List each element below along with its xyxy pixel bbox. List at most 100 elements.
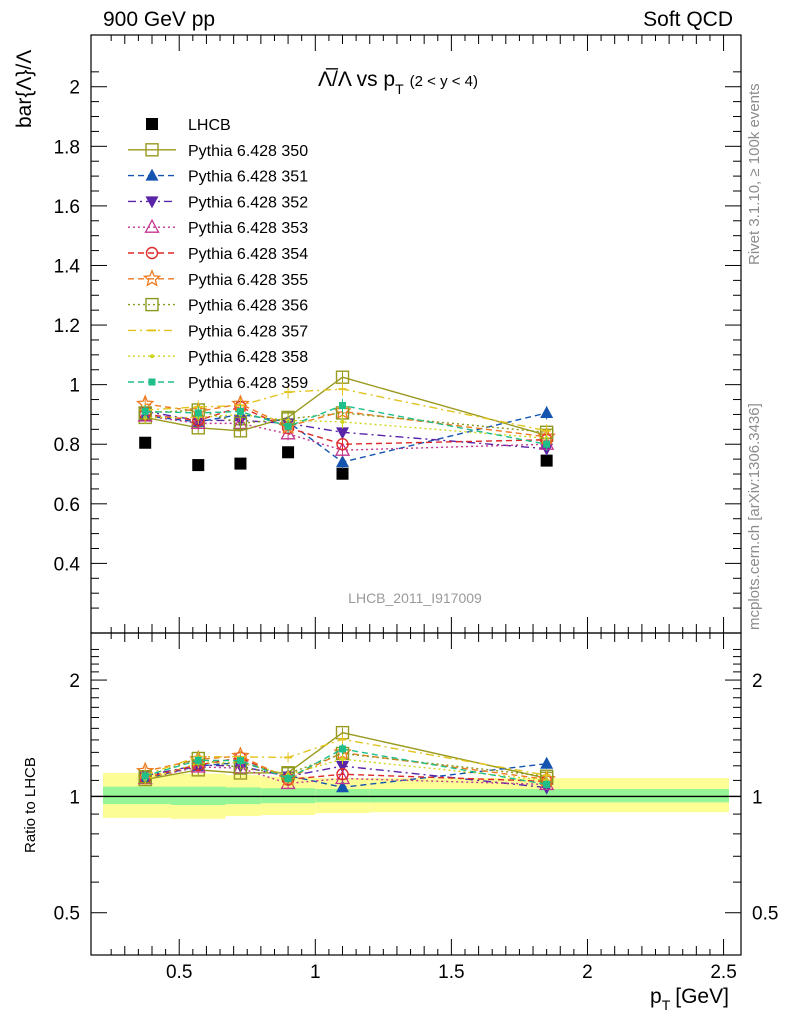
series-line [145,403,547,438]
legend-item: LHCB [146,117,231,134]
data-point [340,419,345,424]
legend-item: Pythia 6.428 359 [128,375,308,392]
ratio-point [280,775,296,790]
data-point [192,459,205,472]
data-point [234,457,247,470]
x-tick-label: 2 [582,962,593,983]
series-line [145,409,547,434]
y-tick-label: 2 [69,78,80,99]
y-tick-label: 0.6 [54,495,80,516]
legend-item: Pythia 6.428 354 [128,246,308,263]
series-lhcb [139,436,553,480]
y-tick-label: 1 [69,376,80,397]
series-line [145,766,547,786]
header-left: 900 GeV pp [103,8,216,31]
x-axis-label-main: p [650,985,662,1008]
ratio-point [540,756,554,769]
data-point [190,415,206,430]
x-axis-label-sub: T [662,997,671,1013]
ratio-band-inner [369,789,729,803]
series-line [145,415,547,451]
legend-label: Pythia 6.428 357 [188,323,308,340]
data-point [194,409,202,417]
data-point [540,454,553,467]
legend-marker [142,269,162,287]
data-point [139,436,152,449]
series-line [145,388,547,432]
y-tick-label: 1.4 [54,256,81,277]
chart-title-cut: (2 < y < 4) [410,73,478,90]
ratio-point [141,772,149,780]
legend-label: Pythia 6.428 354 [188,246,308,263]
legend-label: Pythia 6.428 359 [188,375,308,392]
legend-item: Pythia 6.428 350 [128,143,308,160]
series-line [145,757,547,783]
x-axis-label: pT [GeV] [650,985,729,1013]
ratio-y-tick-label-right: 2 [752,671,763,692]
data-point [141,407,149,415]
series-pythia-6-428-359 [141,398,551,451]
series-line [144,758,547,781]
ratio-series-pythia-6-428-357 [141,734,551,781]
x-tick-label: 0.5 [166,962,192,983]
legend-item: Pythia 6.428 358 [128,349,308,366]
x-axis-label-unit: [GeV] [675,985,729,1008]
chart-title-main: Λ̅/Λ vs p [318,68,395,91]
legend-marker [145,143,159,157]
ratio-point [340,757,345,762]
y-tick-label: 0.4 [54,554,81,575]
x-tick-label: 2.5 [710,962,736,983]
legend-marker [150,354,154,359]
legend-item: Pythia 6.428 352 [128,194,308,211]
ratio-point [236,757,244,765]
ratio-y-tick-label-right: 0.5 [752,904,778,925]
ratio-point [336,768,349,781]
legend-label: LHCB [188,117,231,134]
legend-label: Pythia 6.428 356 [188,298,308,315]
analysis-watermark: LHCB_2011_I917009 [348,590,482,606]
ratio-band-inner [315,789,370,803]
legend-label: Pythia 6.428 352 [188,194,308,211]
ratio-plot-frame [90,632,742,956]
data-point [282,446,295,459]
ratio-point [336,761,350,774]
axes: 0.5 1 1.5 2 2.5 0.4 0.6 0.8 1 1.2 1.4 1.6 1.8 2 0.5 0.5… [54,34,778,983]
y-tick-label: 1.2 [54,316,80,337]
ratio-point [336,780,350,793]
data-point [339,402,347,409]
legend-marker [148,378,156,386]
series-line [145,406,547,445]
ratio-plot [135,725,556,795]
ratio-y-tick-label: 2 [69,671,80,692]
y-tick-label: 0.8 [54,435,80,456]
chart-title-sub: T [395,81,404,97]
legend-marker [145,246,159,260]
data-point [336,467,349,480]
data-point [543,440,551,448]
ratio-point [194,756,202,764]
series-line [144,748,547,786]
legend-item: Pythia 6.428 353 [128,218,308,237]
series-line [144,738,547,776]
legend-marker [144,218,160,233]
series-line [145,764,547,789]
ratio-y-tick-label-right: 1 [752,787,763,808]
legend-label: Pythia 6.428 355 [188,272,308,289]
legend-marker [145,297,159,312]
legend-item: Pythia 6.428 355 [128,269,308,289]
ratio-y-tick-label: 0.5 [54,904,80,925]
legend-item: Pythia 6.428 357 [128,323,308,340]
y-tick-label: 1.8 [54,137,80,158]
data-point [336,427,350,440]
header-right: Soft QCD [643,8,733,31]
legend-label: Pythia 6.428 353 [188,220,308,237]
data-point [336,455,350,468]
legend-label: Pythia 6.428 350 [188,143,308,160]
legend-marker [145,168,159,181]
legend-item: Pythia 6.428 351 [128,168,308,186]
x-tick-label: 1 [310,962,321,983]
ratio-band-inner [103,786,172,805]
ratio-point [339,745,347,753]
data-point [336,438,349,451]
